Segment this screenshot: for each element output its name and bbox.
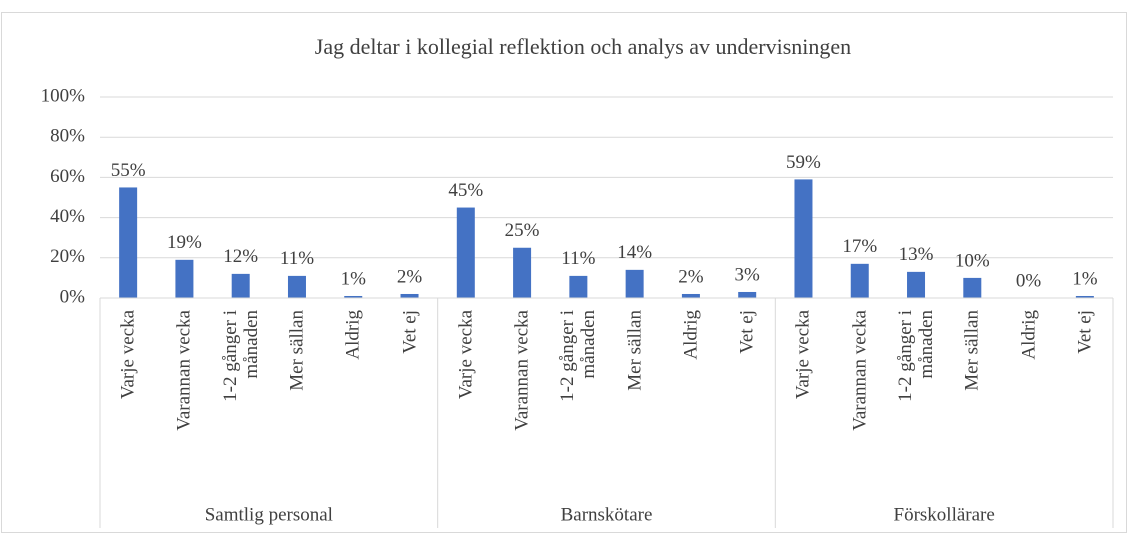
value-label: 3% <box>735 264 761 285</box>
x-tick-label: Vet ej <box>399 310 421 354</box>
x-tick-label: 1-2 gånger i månaden <box>219 310 262 402</box>
y-tick-label: 60% <box>50 166 85 187</box>
value-label: 10% <box>955 250 990 271</box>
bar <box>513 247 532 298</box>
x-tick-label: Varje vecka <box>117 310 139 400</box>
value-label: 17% <box>842 236 877 257</box>
group-label: Barnskötare <box>561 504 653 525</box>
x-tick-label: Mer sällan <box>961 310 983 391</box>
value-label: 55% <box>111 160 146 181</box>
x-tick-label: Varannan vecka <box>849 310 871 431</box>
x-tick-label: 1-2 gånger i månaden <box>557 310 600 402</box>
x-tick-label: Varje vecka <box>792 310 814 400</box>
value-label: 14% <box>617 242 652 263</box>
value-label: 11% <box>280 248 314 269</box>
y-tick-label: 80% <box>50 126 85 147</box>
value-label: 13% <box>899 244 934 265</box>
group-label: Förskollärare <box>894 504 995 525</box>
bar <box>456 207 475 298</box>
group-label: Samtlig personal <box>205 504 333 525</box>
x-tick-label: Aldrig <box>1018 310 1040 360</box>
bar <box>175 259 194 298</box>
bar <box>287 275 306 298</box>
x-tick-label: Aldrig <box>342 310 364 360</box>
bar <box>850 263 869 298</box>
bar <box>625 269 644 298</box>
y-tick-label: 0% <box>60 286 86 307</box>
y-tick-label: 40% <box>50 206 85 227</box>
value-label: 25% <box>505 220 540 241</box>
value-label: 11% <box>561 248 595 269</box>
value-label: 59% <box>786 152 821 173</box>
value-label: 0% <box>1016 270 1042 291</box>
value-label: 19% <box>167 232 202 253</box>
y-tick-label: 100% <box>41 85 86 106</box>
x-tick-label: Mer sällan <box>286 310 308 391</box>
bar <box>963 277 982 298</box>
x-tick-label: Vet ej <box>1074 310 1096 354</box>
value-label: 2% <box>678 266 704 287</box>
y-tick-label: 20% <box>50 246 85 267</box>
chart-title: Jag deltar i kollegial reflektion och an… <box>315 34 851 59</box>
bar <box>907 271 926 298</box>
x-tick-label: 1-2 gånger i månaden <box>895 310 938 402</box>
bar <box>681 293 700 298</box>
bar <box>400 293 419 298</box>
bar <box>569 275 588 298</box>
x-tick-label: Mer sällan <box>624 310 646 391</box>
bar <box>119 187 138 298</box>
value-label: 1% <box>1072 268 1098 289</box>
bar <box>794 179 813 298</box>
x-tick-label: Varannan vecka <box>173 310 195 431</box>
value-label: 12% <box>223 246 258 267</box>
bar <box>738 291 757 298</box>
x-tick-label: Vet ej <box>736 310 758 354</box>
x-tick-label: Aldrig <box>680 310 702 360</box>
bar <box>1075 295 1094 298</box>
value-label: 2% <box>397 266 423 287</box>
x-tick-label: Varannan vecka <box>511 310 533 431</box>
bar <box>231 273 250 298</box>
x-tick-label: Varje vecka <box>455 310 477 400</box>
bar <box>344 295 363 298</box>
value-label: 45% <box>448 180 483 201</box>
value-label: 1% <box>341 268 367 289</box>
